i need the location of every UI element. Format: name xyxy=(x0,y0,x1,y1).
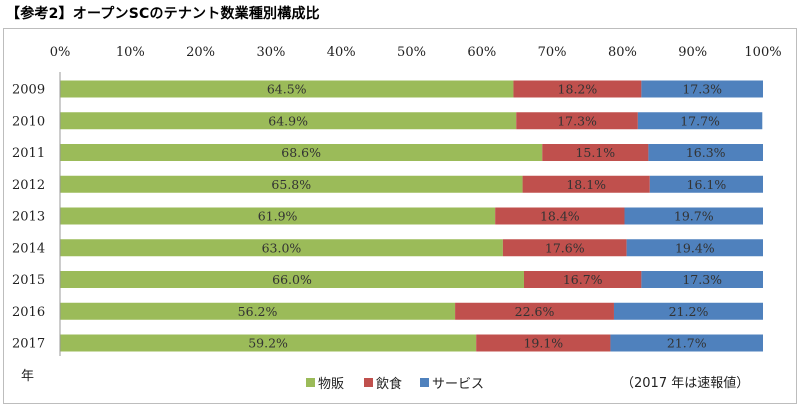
data-label: 15.1% xyxy=(575,145,615,160)
bar-segment xyxy=(649,175,763,193)
bar-segment xyxy=(542,144,649,161)
bar-segment xyxy=(60,175,523,193)
bar-segment xyxy=(495,207,625,225)
y-tick-label: 2012 xyxy=(12,178,45,193)
data-label: 16.1% xyxy=(687,177,727,192)
data-label: 65.8% xyxy=(271,177,311,192)
x-tick-label: 20% xyxy=(186,45,215,60)
data-label: 17.3% xyxy=(682,272,722,287)
legend-label-1: 飲食 xyxy=(376,377,403,392)
y-tick-label: 2009 xyxy=(12,83,45,98)
data-label: 17.7% xyxy=(680,113,720,128)
bar-segment xyxy=(502,239,627,257)
data-label: 59.2% xyxy=(248,336,288,351)
bar-segment xyxy=(60,302,456,320)
data-label: 21.2% xyxy=(669,304,709,319)
x-tick-label: 10% xyxy=(116,45,145,60)
bar-segment xyxy=(637,112,763,130)
data-label: 56.2% xyxy=(238,304,278,319)
legend-swatch-2 xyxy=(420,378,429,387)
legend-label-2: サービス xyxy=(432,377,485,392)
y-tick-label: 2011 xyxy=(12,146,45,161)
bar-segment xyxy=(648,144,763,161)
bar-segment xyxy=(60,334,477,352)
y-tick-label: 2017 xyxy=(12,337,45,352)
data-label: 19.4% xyxy=(675,240,715,255)
bar-segment xyxy=(522,175,650,193)
legend-item-2: サービス xyxy=(420,373,484,392)
bar-segment xyxy=(523,271,642,288)
bar-segment xyxy=(455,302,614,320)
chart-title: 【参考2】オープンSCのテナント数業種別構成比 xyxy=(6,6,320,22)
bar-segment xyxy=(476,334,611,352)
data-label: 64.5% xyxy=(267,82,307,97)
bar-segment xyxy=(626,239,763,257)
x-tick-label: 90% xyxy=(678,45,707,60)
bar-segment xyxy=(513,80,642,98)
bar-segment xyxy=(60,207,496,225)
bar-segment xyxy=(60,80,514,98)
legend-swatch-1 xyxy=(364,378,373,387)
data-label: 64.9% xyxy=(268,113,308,128)
x-tick-label: 30% xyxy=(256,45,285,60)
chart-frame xyxy=(3,28,797,404)
y-tick-label: 2010 xyxy=(12,114,45,129)
x-tick-label: 50% xyxy=(397,45,426,60)
data-label: 16.3% xyxy=(686,145,726,160)
data-label: 61.9% xyxy=(258,209,298,224)
x-tick-label: 40% xyxy=(327,45,356,60)
y-axis-unit-label: 年 xyxy=(21,369,35,384)
data-label: 21.7% xyxy=(667,336,707,351)
data-label: 17.3% xyxy=(682,82,722,97)
data-label: 19.7% xyxy=(674,209,714,224)
x-tick-label: 70% xyxy=(538,45,567,60)
legend-swatch-0 xyxy=(306,378,315,387)
data-label: 18.4% xyxy=(540,209,580,224)
bar-segment xyxy=(641,271,763,288)
data-label: 19.1% xyxy=(523,336,563,351)
data-label: 68.6% xyxy=(281,145,321,160)
data-label: 17.6% xyxy=(545,240,585,255)
bar-segment xyxy=(60,112,517,130)
x-tick-label: 100% xyxy=(744,45,781,60)
x-tick-label: 80% xyxy=(608,45,637,60)
legend-label-0: 物販 xyxy=(318,377,345,392)
y-tick-label: 2015 xyxy=(12,273,45,288)
data-label: 18.2% xyxy=(558,82,598,97)
preliminary-note: （2017 年は速報値） xyxy=(621,376,750,391)
y-tick-label: 2016 xyxy=(12,305,45,320)
bar-segment xyxy=(60,239,503,257)
data-label: 66.0% xyxy=(272,272,312,287)
bar-segment xyxy=(613,302,763,320)
x-tick-label: 60% xyxy=(467,45,496,60)
bar-segment xyxy=(516,112,638,130)
bar-segment xyxy=(60,144,543,161)
legend-item-0: 物販 xyxy=(306,373,344,392)
data-label: 18.1% xyxy=(566,177,606,192)
bar-segment xyxy=(60,271,524,288)
data-label: 17.3% xyxy=(557,113,597,128)
data-label: 16.7% xyxy=(563,272,603,287)
y-tick-label: 2014 xyxy=(12,241,45,256)
bar-segment xyxy=(610,334,763,352)
bar-segment xyxy=(624,207,763,225)
y-tick-label: 2013 xyxy=(12,210,45,225)
data-label: 63.0% xyxy=(262,240,302,255)
x-tick-label: 0% xyxy=(50,45,71,60)
legend-item-1: 飲食 xyxy=(364,373,402,392)
bar-segment xyxy=(641,80,763,98)
data-label: 22.6% xyxy=(515,304,555,319)
